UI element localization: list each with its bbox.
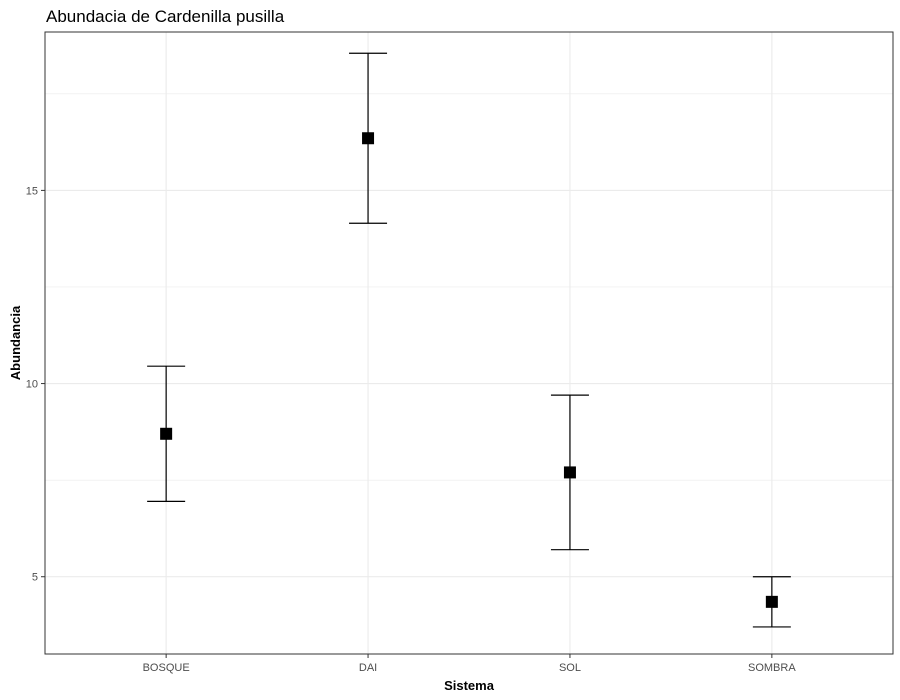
- chart-title: Abundacia de Cardenilla pusilla: [46, 7, 285, 26]
- x-tick-label: DAI: [359, 662, 377, 674]
- y-axis: 5 10 15: [26, 185, 45, 584]
- y-tick-label: 10: [26, 379, 38, 391]
- y-tick-label: 5: [32, 572, 38, 584]
- y-tick-label: 15: [26, 185, 38, 197]
- x-axis: BOSQUE DAI SOL SOMBRA: [143, 654, 796, 674]
- y-axis-title: Abundancia: [8, 305, 23, 380]
- error-bars: [147, 52, 791, 628]
- x-axis-title: Sistema: [444, 678, 495, 693]
- data-point-dai: [362, 132, 375, 145]
- data-points: [160, 132, 778, 608]
- x-tick-label: BOSQUE: [143, 662, 190, 674]
- data-point-sol: [563, 466, 576, 479]
- x-tick-label: SOMBRA: [748, 662, 796, 674]
- data-point-bosque: [160, 427, 173, 440]
- x-tick-label: SOL: [559, 662, 581, 674]
- grid: [45, 32, 893, 654]
- panel-border: [44, 31, 894, 655]
- data-point-sombra: [765, 595, 778, 608]
